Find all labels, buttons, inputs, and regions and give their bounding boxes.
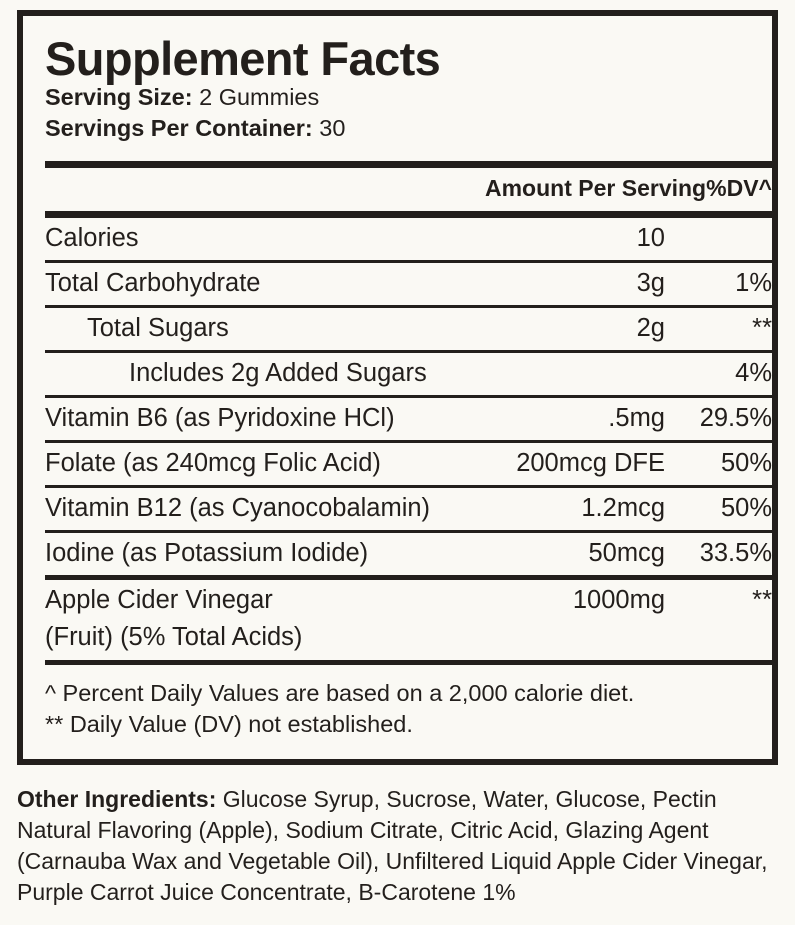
panel-title: Supplement Facts: [45, 32, 441, 85]
rule-above-footnotes: [45, 659, 772, 665]
row-amount: 3g: [636, 268, 665, 297]
serving-size-value: 2 Gummies: [199, 84, 320, 110]
footnote-percent-daily-value: ^ Percent Daily Values are based on a 2,…: [45, 679, 635, 706]
row-amount: .5mg: [608, 403, 665, 432]
header-daily-value: %DV^: [706, 174, 772, 201]
row-name: Calories: [45, 223, 139, 252]
table-row: Total Sugars 2g **: [45, 308, 772, 350]
row-name: Vitamin B12 (as Cyanocobalamin): [45, 493, 431, 522]
row-divider: [45, 439, 772, 443]
row-amount: [485, 353, 665, 395]
row-daily-value: [665, 218, 772, 260]
row-amount-empty: [485, 622, 665, 660]
supplement-facts-panel: Supplement Facts Serving Size: 2 Gummies…: [17, 10, 778, 765]
row-name: Iodine (as Potassium Iodide): [45, 538, 369, 567]
row-daily-value: 1%: [735, 268, 772, 297]
row-divider: [45, 394, 772, 398]
row-divider: [45, 259, 772, 263]
row-daily-value-empty: [665, 622, 772, 660]
table-row-apple-cider-vinegar: Apple Cider Vinegar 1000mg **: [45, 580, 772, 622]
table-row: Folate (as 240mcg Folic Acid) 200mcg DFE…: [45, 443, 772, 485]
rule-above-header: [45, 160, 772, 168]
table-row: Iodine (as Potassium Iodide) 50mcg 33.5%: [45, 533, 772, 575]
row-amount: 200mcg DFE: [516, 448, 665, 477]
row-name: Includes 2g Added Sugars: [129, 358, 427, 387]
table-header-row: Amount Per Serving %DV^: [45, 168, 772, 211]
serving-size-line: Serving Size: 2 Gummies: [45, 82, 754, 113]
footnotes: ^ Percent Daily Values are based on a 2,…: [45, 678, 754, 741]
row-name: Apple Cider Vinegar: [45, 585, 273, 614]
servings-per-container-label: Servings Per Container:: [45, 115, 313, 142]
table-row: Vitamin B6 (as Pyridoxine HCl) .5mg 29.5…: [45, 398, 772, 440]
row-name-continued: (Fruit) (5% Total Acids): [45, 622, 303, 651]
other-ingredients-text: Glucose Syrup, Sucrose, Water, Glucose, …: [17, 786, 768, 905]
other-ingredients-section: Other Ingredients: Glucose Syrup, Sucros…: [17, 784, 783, 908]
table-row: Vitamin B12 (as Cyanocobalamin) 1.2mcg 5…: [45, 488, 772, 530]
row-daily-value: 33.5%: [699, 538, 772, 567]
row-divider: [45, 574, 772, 580]
row-divider: [45, 529, 772, 533]
row-name: Vitamin B6 (as Pyridoxine HCl): [45, 403, 395, 432]
serving-size-label: Serving Size:: [45, 84, 193, 110]
row-daily-value: **: [752, 585, 772, 614]
row-daily-value: 4%: [735, 358, 772, 387]
row-name: Folate (as 240mcg Folic Acid): [45, 448, 381, 477]
row-daily-value: **: [752, 313, 772, 342]
row-divider: [45, 304, 772, 308]
rule-below-header: [45, 210, 772, 218]
other-ingredients-label: Other Ingredients:: [17, 786, 217, 812]
row-divider: [45, 349, 772, 353]
footnote-dv-not-established: ** Daily Value (DV) not established.: [45, 710, 413, 737]
header-name: [45, 168, 485, 211]
row-name: Total Carbohydrate: [45, 268, 261, 297]
servings-per-container-line: Servings Per Container: 30: [45, 113, 754, 144]
table-row: Includes 2g Added Sugars 4%: [45, 353, 772, 395]
row-amount: 1.2mcg: [581, 493, 665, 522]
nutrient-rows: Calories 10 Total Carbohydrate 3g 1% Tot…: [45, 218, 772, 660]
table-row: Total Carbohydrate 3g 1%: [45, 263, 772, 305]
row-amount: 1000mg: [572, 585, 665, 614]
header-amount-per-serving: Amount Per Serving: [485, 174, 707, 201]
table-row: Calories 10: [45, 218, 772, 260]
table-row-apple-cider-vinegar-subline: (Fruit) (5% Total Acids): [45, 622, 772, 660]
nutrition-table: Amount Per Serving %DV^: [45, 168, 772, 211]
row-name: Total Sugars: [87, 313, 229, 342]
spacer: [41, 145, 754, 161]
row-amount: 2g: [636, 313, 665, 342]
row-daily-value: 29.5%: [699, 403, 772, 432]
row-daily-value: 50%: [720, 448, 772, 477]
servings-per-container-value: 30: [319, 115, 346, 142]
row-divider: [45, 484, 772, 488]
row-amount: 10: [636, 223, 665, 252]
row-daily-value: 50%: [720, 493, 772, 522]
row-amount: 50mcg: [588, 538, 665, 567]
